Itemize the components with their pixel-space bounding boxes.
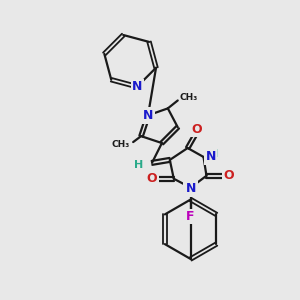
Text: H: H <box>209 149 218 159</box>
Text: O: O <box>147 172 157 185</box>
Text: O: O <box>191 123 202 136</box>
Text: N: N <box>132 80 142 93</box>
Text: N: N <box>185 182 196 195</box>
Text: N: N <box>206 150 216 164</box>
Text: CH₃: CH₃ <box>180 93 198 102</box>
Text: F: F <box>186 210 195 223</box>
Text: O: O <box>223 169 234 182</box>
Text: H: H <box>134 160 144 170</box>
Text: N: N <box>143 109 153 122</box>
Text: N: N <box>132 80 142 93</box>
Text: CH₃: CH₃ <box>112 140 130 148</box>
